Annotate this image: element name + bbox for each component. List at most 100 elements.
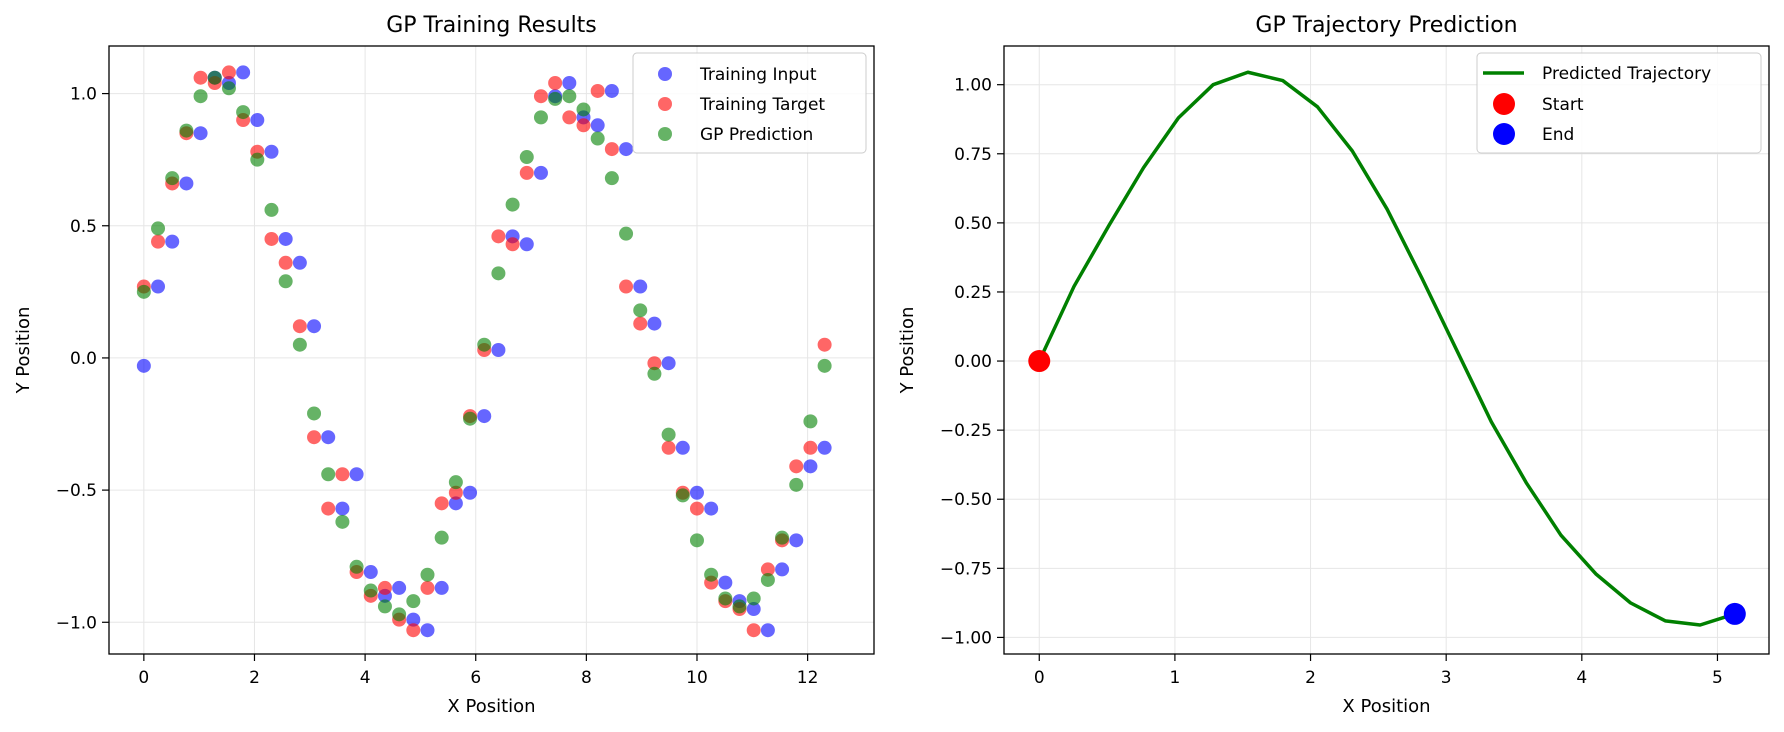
trajectory-y-tick-label: 1.00 (954, 76, 992, 96)
trajectory-y-tick-label: −0.25 (940, 421, 992, 441)
gp-prediction-point (377, 599, 392, 614)
training-target-point (548, 76, 563, 91)
gp-prediction-point (604, 171, 619, 186)
gp-prediction-point (533, 110, 548, 125)
training-target-point (406, 623, 421, 638)
trajectory-y-tick-label: −0.50 (940, 490, 992, 510)
trajectory-axes-frame (1003, 45, 1770, 655)
training-input-point (760, 623, 775, 638)
training-input-point (789, 533, 804, 548)
training-x-tick-label: 12 (797, 668, 819, 688)
gp-prediction-point (562, 89, 577, 104)
training-y-tick-label: 0.5 (70, 217, 97, 237)
training-input-point (775, 562, 790, 577)
trajectory-x-tick-label: 1 (1169, 668, 1180, 688)
trajectory-x-tick-label: 5 (1712, 668, 1723, 688)
gp-prediction-point (803, 414, 818, 429)
training-points (136, 65, 832, 638)
gp-prediction-point (236, 105, 251, 120)
gp-prediction-point (590, 131, 605, 146)
training-target-point (562, 110, 577, 125)
gp-prediction-point (420, 567, 435, 582)
training-input-point (349, 467, 364, 482)
gp-prediction-point (505, 197, 520, 212)
training-input-point (363, 565, 378, 580)
training-input-point (633, 279, 648, 294)
trajectory-x-axis-label: X Position (1342, 696, 1430, 717)
gp-prediction-point (307, 406, 322, 421)
training-axes-frame (108, 45, 875, 655)
trajectory-y-tick-label: −1.00 (940, 628, 992, 648)
training-input-point (519, 237, 534, 252)
gp-prediction-point (221, 81, 236, 96)
training-target-point (491, 229, 506, 244)
training-input-point (675, 440, 690, 455)
training-target-point (377, 580, 392, 595)
training-input-point (292, 255, 307, 270)
training-target-point (590, 83, 605, 98)
gp-prediction-point (264, 202, 279, 217)
trajectory-y-tick-label: 0.50 (954, 214, 992, 234)
training-legend: Training Input Training Target GP Predic… (632, 52, 867, 154)
gp-prediction-point (491, 266, 506, 281)
training-target-point (604, 142, 619, 157)
gp-prediction-point (463, 411, 478, 426)
gp-prediction-point (519, 150, 534, 165)
training-x-tick-label: 10 (686, 668, 708, 688)
training-input-point (136, 358, 151, 373)
training-y-tick-label: 0.0 (70, 349, 97, 369)
training-target-point (292, 319, 307, 334)
training-input-point (151, 279, 166, 294)
training-results-panel: 0 2 4 6 8 10 12 −1.0 −0.5 0.0 0.5 1.0 GP Training R… (13, 13, 875, 717)
training-target-point (647, 356, 662, 371)
trajectory-chart-title: GP Trajectory Prediction (1255, 13, 1517, 38)
legend-label-training-target: Training Target (699, 95, 825, 115)
training-input-point (193, 126, 208, 141)
training-target-point (420, 580, 435, 595)
gp-prediction-point (718, 591, 733, 606)
gp-prediction-point (704, 567, 719, 582)
gp-prediction-point (817, 358, 832, 373)
gp-prediction-point (321, 467, 336, 482)
predicted-trajectory-line (1037, 70, 1736, 627)
training-target-point (151, 234, 166, 249)
training-y-tick-label: −1.0 (56, 613, 97, 633)
training-input-point (250, 113, 265, 128)
training-target-point (221, 65, 236, 80)
start-marker (1028, 350, 1051, 373)
training-input-point (179, 176, 194, 191)
gp-prediction-point (349, 559, 364, 574)
legend-marker-gp-prediction (658, 127, 672, 141)
gp-prediction-point (207, 70, 222, 85)
legend-label-start: Start (1542, 95, 1584, 115)
training-input-point (704, 501, 719, 516)
training-ticks: 0 2 4 6 8 10 12 −1.0 −0.5 0.0 0.5 1.0 (56, 85, 819, 688)
training-input-point (590, 118, 605, 133)
training-input-point (562, 76, 577, 91)
trajectory-ticks: 0 1 2 3 4 5 −1.00 −0.75 −0.50 −0.25 0.00 0.25 0.50 0.… (940, 76, 1723, 688)
legend-label-gp-prediction: GP Prediction (700, 125, 813, 145)
gp-prediction-point (760, 572, 775, 587)
gp-prediction-point (477, 337, 492, 352)
gp-prediction-point (392, 607, 407, 622)
gp-prediction-point (278, 274, 293, 289)
trajectory-x-tick-label: 3 (1441, 668, 1452, 688)
training-target-point (533, 89, 548, 104)
end-marker (1723, 602, 1746, 625)
trajectory-x-tick-label: 4 (1576, 668, 1587, 688)
training-input-point (335, 501, 350, 516)
training-input-point (278, 231, 293, 246)
training-input-point (661, 356, 676, 371)
gp-prediction-point (136, 284, 151, 299)
gp-prediction-point (789, 477, 804, 492)
training-target-point (307, 430, 322, 445)
training-input-point (236, 65, 251, 80)
training-input-point (817, 440, 832, 455)
trajectory-legend-box (1476, 52, 1762, 154)
gp-prediction-point (250, 152, 265, 167)
trajectory-y-tick-label: 0.25 (954, 283, 992, 303)
legend-label-training-input: Training Input (699, 65, 817, 85)
training-input-point (264, 144, 279, 159)
training-x-tick-label: 6 (470, 668, 481, 688)
training-input-point (647, 316, 662, 331)
